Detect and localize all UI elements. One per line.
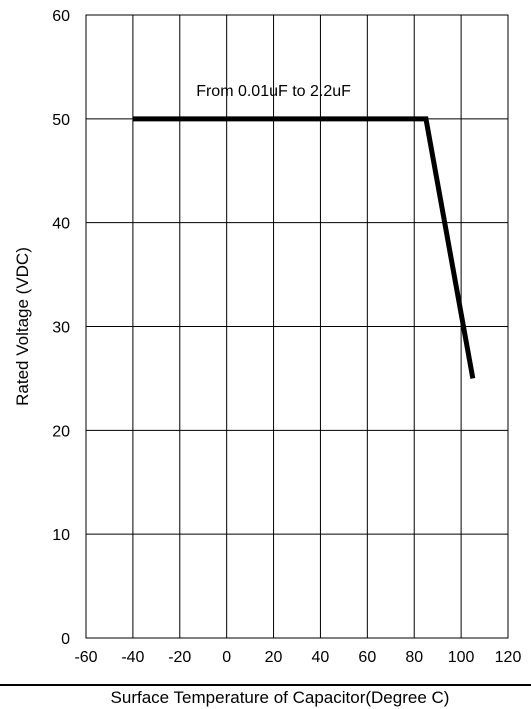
y-tick-labels: 0 10 20 30 40 50 60 xyxy=(52,8,70,648)
annotations: From 0.01uF to 2.2uF xyxy=(196,83,351,100)
x-axis-label: Surface Temperature of Capacitor(Degree … xyxy=(111,688,450,707)
x-tick-label: 40 xyxy=(312,649,330,666)
x-tick-label: -60 xyxy=(74,649,97,666)
grid xyxy=(86,15,508,638)
x-tick-labels: -60 -40 -20 0 20 40 60 80 100 120 xyxy=(74,649,521,666)
x-tick-label: 20 xyxy=(265,649,283,666)
x-tick-label: -40 xyxy=(121,649,144,666)
x-tick-label: -20 xyxy=(168,649,191,666)
plot-frame xyxy=(85,14,509,639)
annotation-label: From 0.01uF to 2.2uF xyxy=(196,83,351,100)
x-tick-label: 60 xyxy=(358,649,376,666)
x-tick-label: 0 xyxy=(222,649,231,666)
y-axis-label: Rated Voltage (VDC) xyxy=(13,247,32,406)
x-tick-label: 100 xyxy=(448,649,475,666)
series-line xyxy=(132,116,476,379)
y-tick-label: 20 xyxy=(52,423,70,440)
y-tick-label: 10 xyxy=(52,527,70,544)
x-tick-label: 80 xyxy=(405,649,423,666)
y-tick-label: 0 xyxy=(61,631,70,648)
x-tick-label: 120 xyxy=(495,649,522,666)
y-tick-label: 60 xyxy=(52,8,70,25)
y-tick-label: 50 xyxy=(52,112,70,129)
y-tick-label: 40 xyxy=(52,216,70,233)
series-group xyxy=(132,116,476,379)
y-tick-label: 30 xyxy=(52,320,70,337)
